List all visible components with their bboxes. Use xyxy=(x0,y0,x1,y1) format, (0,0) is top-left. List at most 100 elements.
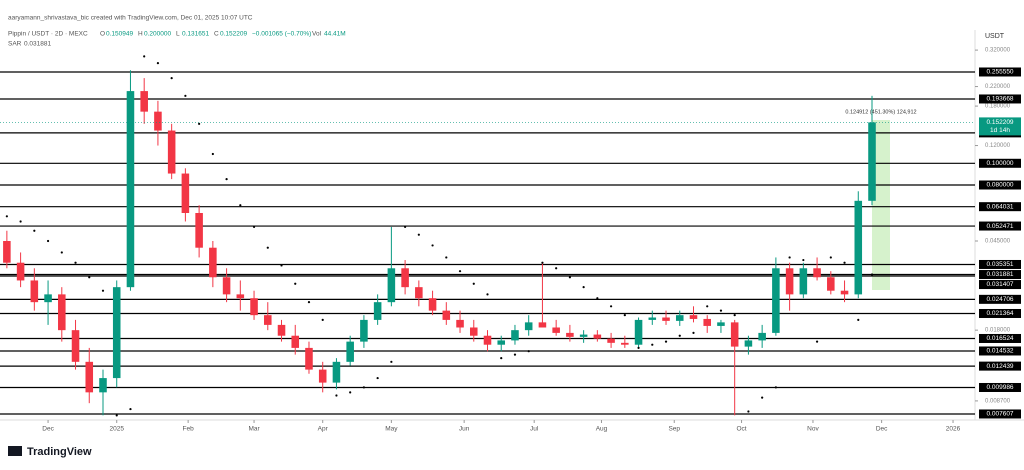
currency: USDT xyxy=(985,33,1005,40)
candle-body xyxy=(112,287,121,379)
candle-body xyxy=(717,322,725,326)
measure-range xyxy=(872,120,890,290)
level-label-box xyxy=(979,409,1021,419)
level-label: 0.009986 xyxy=(986,384,1013,391)
sar-dot xyxy=(404,225,407,229)
candle-body xyxy=(195,212,203,248)
candle-body xyxy=(291,335,300,348)
x-tick-label: Jun xyxy=(459,426,470,433)
candle-body xyxy=(579,334,588,337)
level-label-box xyxy=(979,294,1021,304)
candle-body xyxy=(250,298,258,316)
sar-dot xyxy=(115,414,118,417)
sar-dot xyxy=(431,244,434,247)
level-label-box xyxy=(979,270,1021,280)
candle-body xyxy=(813,268,821,278)
sar-dot xyxy=(596,297,599,300)
sar-dot xyxy=(239,204,242,207)
sar-dot xyxy=(458,270,462,273)
sar-dot xyxy=(486,293,489,296)
candle-body xyxy=(44,294,52,303)
level-label: 0.031407 xyxy=(986,281,1013,288)
level-label-box xyxy=(979,158,1021,168)
candle-body xyxy=(387,268,396,303)
candle-body xyxy=(332,361,341,383)
candle-body xyxy=(648,317,657,320)
candle-body xyxy=(703,318,711,326)
candle-body xyxy=(167,130,176,174)
candle-body xyxy=(16,262,25,281)
candle-body xyxy=(799,268,808,295)
candle-body xyxy=(675,315,684,321)
candle-body xyxy=(85,361,94,393)
candle-body xyxy=(30,280,39,303)
sar-dot xyxy=(472,282,475,285)
x-tick-label: 2025 xyxy=(109,426,124,433)
sar-dot xyxy=(527,350,530,353)
volume-key: Vol xyxy=(312,31,322,38)
x-tick-label: Mar xyxy=(248,426,260,433)
candle-body xyxy=(552,327,560,333)
x-tick-label: Aug xyxy=(596,426,608,433)
candle-body xyxy=(524,322,533,331)
level-label-box xyxy=(979,346,1021,356)
candle-body xyxy=(277,324,286,336)
level-label: 0.012439 xyxy=(986,363,1013,370)
x-tick-label: Feb xyxy=(183,426,195,433)
sar-dot xyxy=(774,386,777,389)
candle-body xyxy=(154,111,162,131)
level-label: 0.193668 xyxy=(986,96,1013,103)
candle-body xyxy=(566,332,574,337)
level-label-box xyxy=(979,259,1021,269)
sar-dot xyxy=(5,215,8,218)
sar-dot xyxy=(266,246,269,249)
author: aaryamann_shrivastava_bic created with T… xyxy=(8,15,253,22)
candle-body xyxy=(126,91,135,288)
candle-body xyxy=(3,240,11,263)
candle-body xyxy=(785,268,794,295)
sar-dot xyxy=(445,256,448,259)
sar-dot xyxy=(46,239,50,243)
candle-body xyxy=(868,122,876,201)
candle-body xyxy=(511,330,519,341)
x-tick-label: Jul xyxy=(530,426,539,433)
sar-dot xyxy=(815,340,819,343)
candle-body xyxy=(621,342,629,345)
candle-body xyxy=(758,332,766,341)
candle-body xyxy=(428,298,437,311)
level-label: 0.064031 xyxy=(986,203,1013,210)
sar-dot xyxy=(678,334,681,337)
sar-dot xyxy=(170,76,173,80)
candle-body xyxy=(538,322,547,328)
candle-body xyxy=(854,200,863,295)
candle-body xyxy=(456,319,464,328)
indicator-value: 0.031881 xyxy=(24,41,51,48)
sar-dot xyxy=(761,396,764,399)
candle-body xyxy=(58,294,66,331)
x-tick-label: Dec xyxy=(876,426,888,433)
sar-dot xyxy=(609,305,613,308)
candle-body xyxy=(236,294,245,299)
candle-body xyxy=(181,173,190,213)
y-tick-label: 0.180000 xyxy=(985,104,1011,110)
level-label-box xyxy=(979,382,1021,392)
candle-body xyxy=(442,310,451,320)
level-label: 0.080000 xyxy=(986,182,1013,189)
y-tick-label: 0.008700 xyxy=(985,398,1011,404)
sar-dot xyxy=(651,343,654,346)
level-label-box xyxy=(979,333,1021,343)
level-label-box xyxy=(979,361,1021,371)
sar-dot xyxy=(733,314,736,317)
sar-dot xyxy=(335,394,338,397)
sar-dot xyxy=(101,289,105,292)
level-label: 0.024706 xyxy=(986,296,1013,303)
sar-dot xyxy=(719,309,723,312)
candle-body xyxy=(469,327,478,336)
level-label-box xyxy=(979,280,1021,290)
candle-body xyxy=(634,319,643,345)
ohlc-value: 0.150949 xyxy=(106,31,133,38)
sar-dot xyxy=(362,386,366,389)
